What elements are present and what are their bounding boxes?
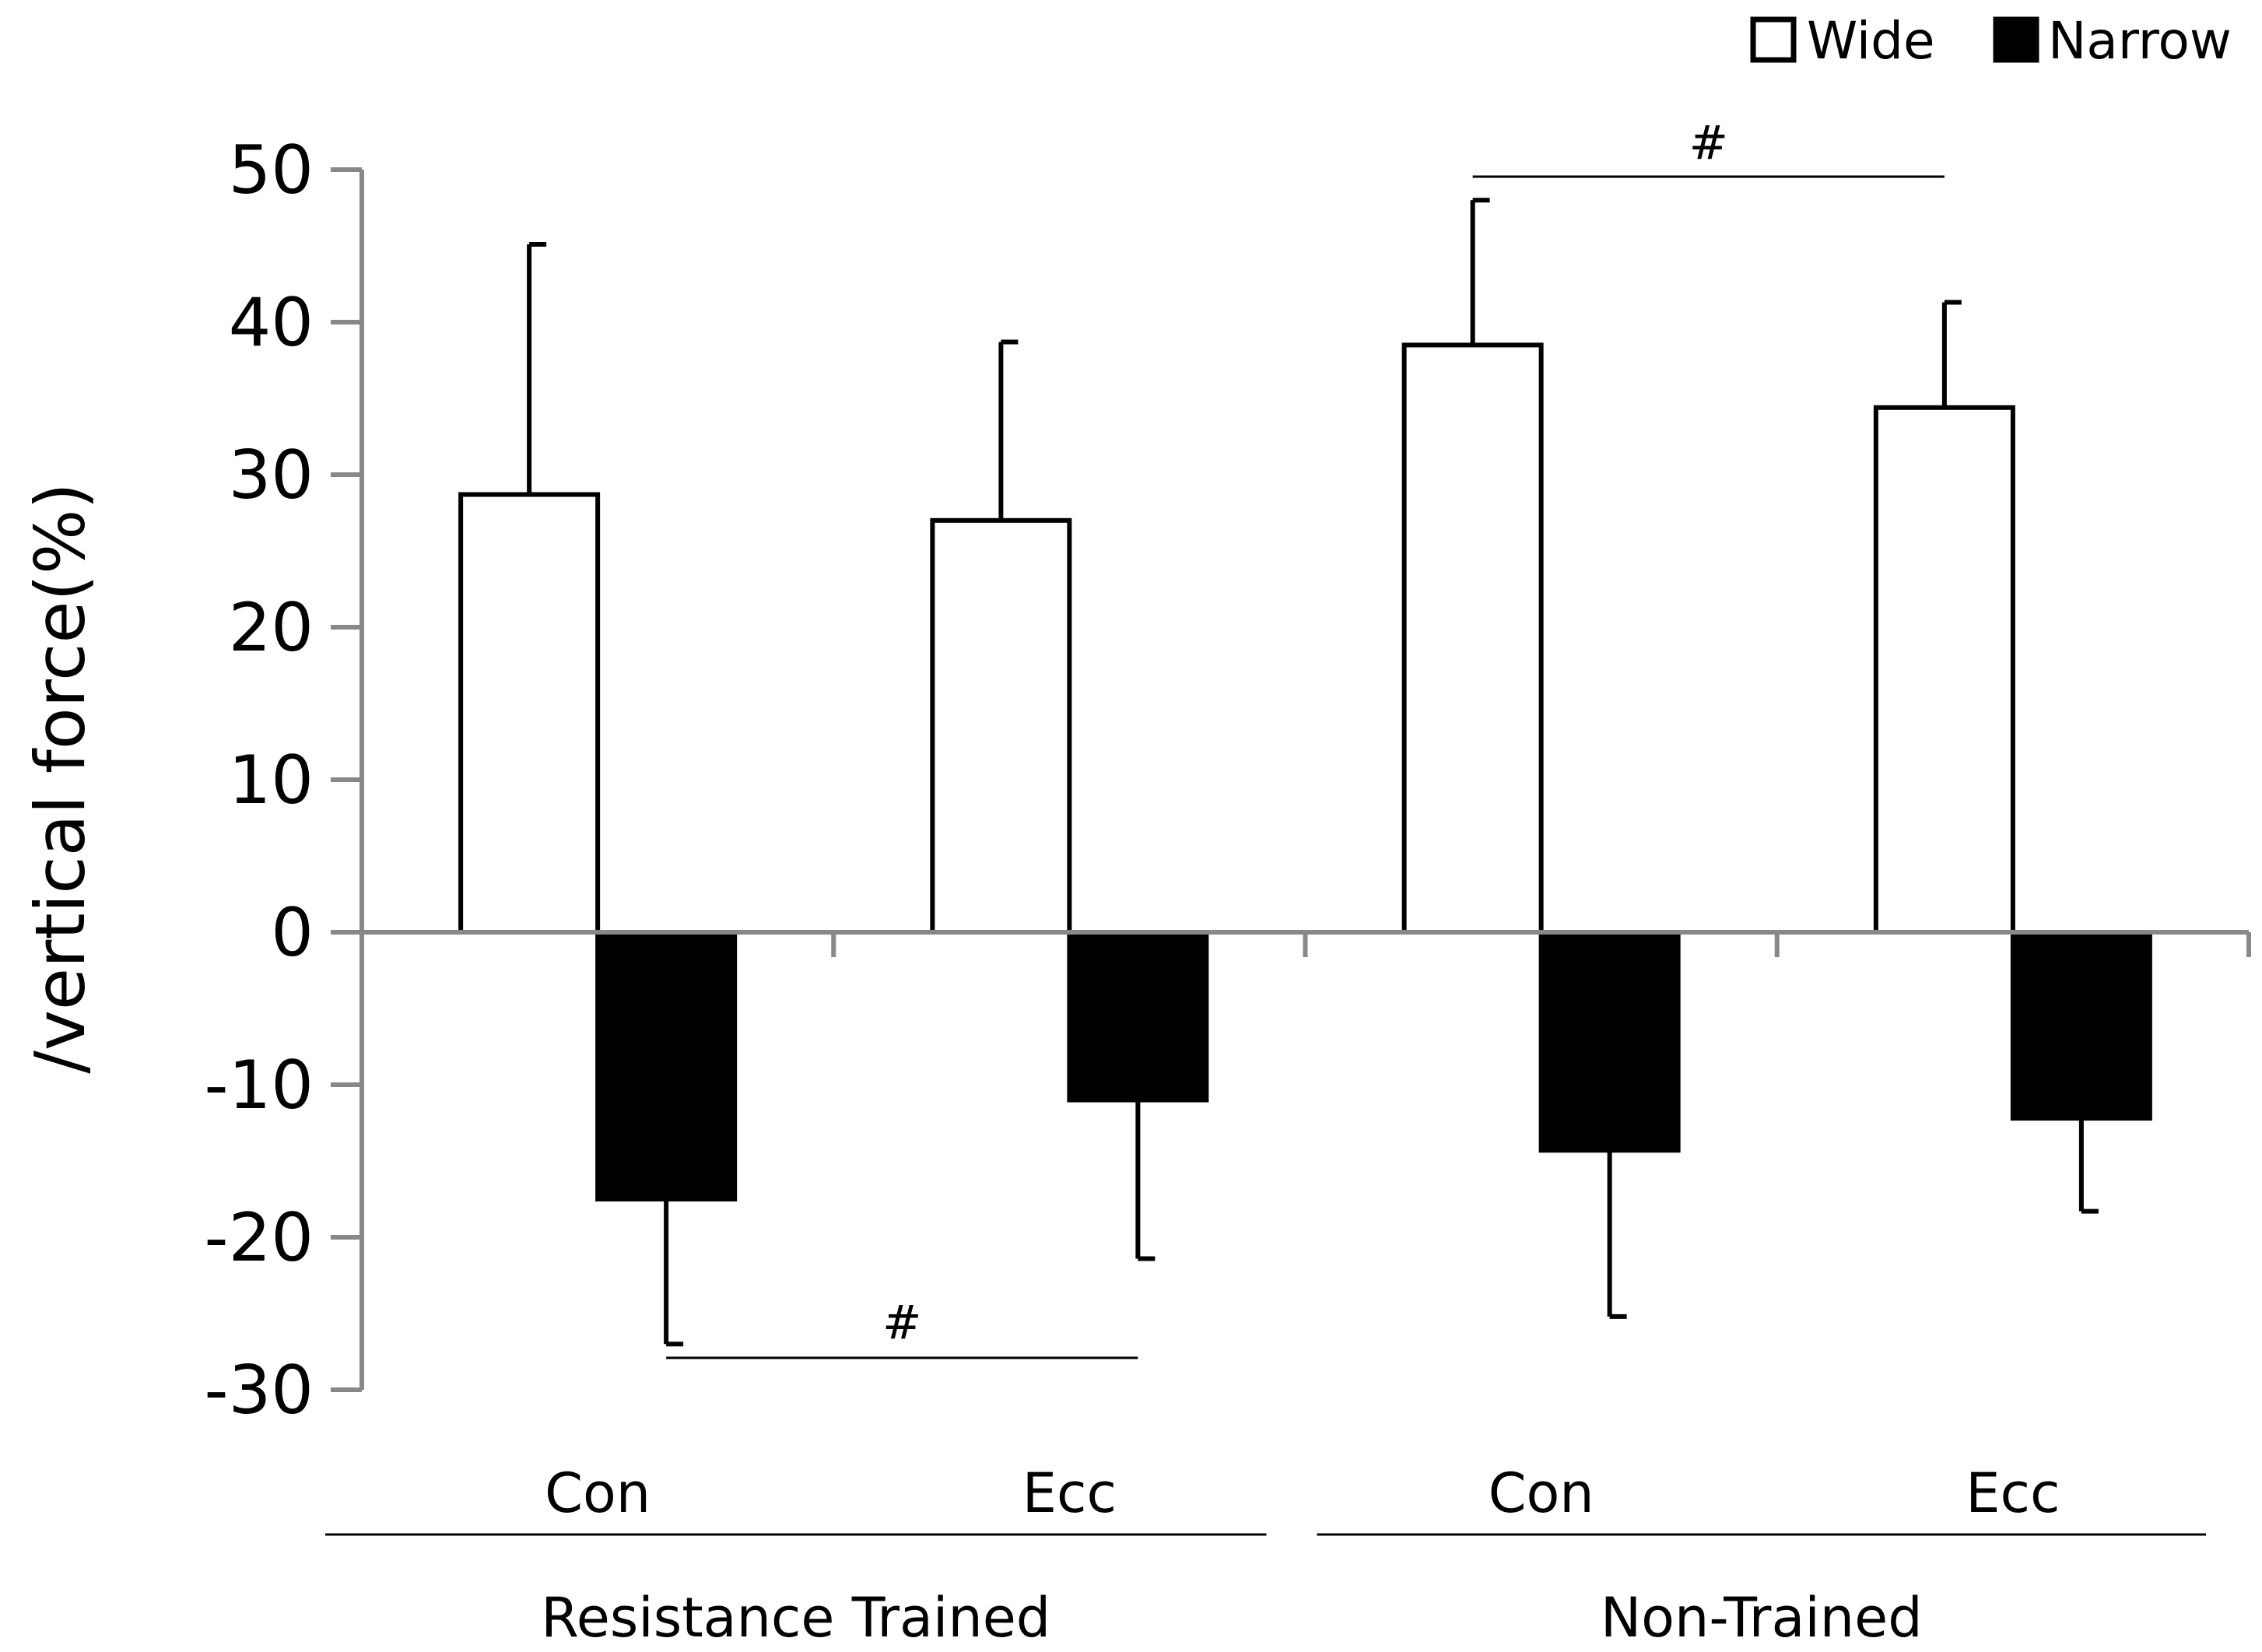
legend-swatch-wide bbox=[1750, 16, 1797, 63]
bar-wide-1 bbox=[930, 517, 1072, 935]
x-category-label: Con bbox=[1489, 1461, 1594, 1525]
x-category-label: Ecc bbox=[1966, 1461, 2060, 1525]
y-tick-label: -10 bbox=[205, 1047, 314, 1124]
y-tick-label: 30 bbox=[229, 437, 314, 514]
y-tick-label: 0 bbox=[271, 894, 314, 972]
legend-swatch-narrow bbox=[1993, 16, 2039, 63]
x-group-label: Non-Trained bbox=[1601, 1586, 1923, 1650]
x-group-label: Resistance Trained bbox=[541, 1586, 1050, 1650]
bar-wide-2 bbox=[1401, 342, 1544, 935]
bar-narrow-2 bbox=[1538, 930, 1681, 1153]
y-tick-label: 20 bbox=[229, 589, 314, 667]
x-category-label: Ecc bbox=[1022, 1461, 1117, 1525]
y-tick-label: -20 bbox=[205, 1199, 314, 1277]
y-axis-label: /vertical force(%) bbox=[20, 482, 100, 1074]
y-tick-label: 10 bbox=[229, 742, 314, 819]
x-category-label: Con bbox=[545, 1461, 651, 1525]
y-tick-label: 50 bbox=[229, 132, 314, 209]
significance-mark-1: # bbox=[882, 1296, 921, 1350]
bar-wide-0 bbox=[458, 492, 601, 935]
bar-narrow-0 bbox=[595, 930, 738, 1201]
y-tick-label: 40 bbox=[229, 284, 314, 362]
bar-wide-3 bbox=[1873, 405, 2015, 935]
bar-narrow-1 bbox=[1067, 930, 1209, 1103]
significance-mark-2: # bbox=[1689, 116, 1728, 170]
y-tick-label: -30 bbox=[205, 1352, 314, 1429]
bar-narrow-3 bbox=[2010, 930, 2152, 1121]
legend-label-narrow: Narrow bbox=[2048, 11, 2232, 71]
legend-label-wide: Wide bbox=[1807, 11, 1935, 71]
